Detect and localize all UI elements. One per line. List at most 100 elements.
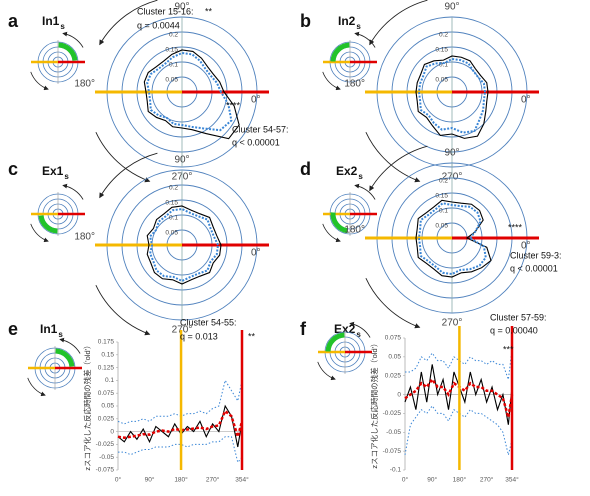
theta-label: 0° [521,241,531,252]
direction-arrow [369,145,428,192]
y-tick-label: 0.025 [98,416,115,423]
y-tick-label: 0.175 [98,339,115,346]
panel-letter: b [300,11,311,31]
direction-arrow [99,0,158,46]
annotation: **** [508,222,523,232]
theta-label: 270° [442,318,463,329]
annotation: ** [205,6,213,16]
icon-arrow [62,183,84,200]
r-tick-label: 0.1 [439,208,448,215]
r-tick-label: 0.1 [169,62,178,69]
r-tick-label: 0.05 [435,223,448,230]
theta-label: 180° [74,232,95,243]
y-tick-label: -0.1 [390,467,402,474]
annotation: q = 0.013 [180,331,218,341]
x-tick-label: 354° [235,476,249,484]
icon-arrow [322,223,341,243]
polar-line [146,51,233,132]
series-line [404,405,513,456]
annotation: Cluster 15-16: [137,6,194,16]
x-tick-label: 354° [505,476,519,484]
panel-letter: f [300,319,307,339]
series-line [117,409,244,442]
panel-label: In1 [40,322,58,336]
r-tick-label: 0.15 [165,200,178,207]
y-axis-label: zスコア化した反応時間の残差（'old'） [369,339,379,468]
icon-arrow [317,361,336,381]
icon-range-arc [330,212,349,234]
icon-arrow [322,71,341,91]
panel-label: In2 [338,14,356,28]
r-tick-label: 0.2 [169,185,178,192]
panel-letter: d [300,159,311,179]
icon-arrow [354,31,376,48]
polar-line [417,202,487,276]
panel-label-sub: s [356,22,361,31]
r-tick-label: 0.1 [169,215,178,222]
y-tick-label: -0.025 [96,441,115,448]
y-tick-label: 0.1 [105,377,114,384]
theta-label: 0° [521,95,531,106]
icon-arrow [59,337,81,354]
panel-label: Ex2 [336,164,358,178]
polar-line [149,207,220,283]
icon-arrow [30,223,49,243]
theta-label: 0° [251,95,261,106]
polar-line [143,49,240,140]
r-tick-label: 0.05 [165,230,178,237]
x-tick-label: 180° [453,476,467,484]
panel-label-sub: s [356,330,361,339]
y-tick-label: 0.075 [385,335,402,342]
polar-line [415,199,492,278]
x-tick-label: 90° [145,476,155,484]
theta-label: 90° [444,2,459,13]
annotation: Cluster 54-57: [232,124,289,134]
annotation: **** [226,100,241,110]
direction-arrow [365,277,421,329]
annotation: q < 0.00001 [510,263,558,273]
theta-label: 180° [344,225,365,236]
polar-line [417,57,487,134]
r-tick-label: 0.2 [169,32,178,39]
icon-range-arc [55,348,75,367]
direction-arrow [365,131,421,183]
annotation: Cluster 59-3: [510,250,562,260]
icon-range-arc [58,42,78,61]
polar-line [415,55,489,139]
icon-arrow [30,71,49,91]
r-tick-label: 0.2 [439,32,448,39]
icon-arrow [354,183,376,200]
icon-arrow [349,321,371,338]
y-axis-label: zスコア化した反応時間の残差（'old'） [82,341,92,470]
panel-label-sub: s [58,330,63,339]
y-tick-label: 0 [397,391,401,398]
panel-label: In1 [42,14,60,28]
x-tick-label: 90° [427,476,437,484]
icon-arrow [27,377,46,397]
y-tick-label: 0.05 [388,354,401,361]
panel-letter: c [8,159,18,179]
icon-range-arc [38,215,58,234]
annotation: Cluster 54-55: [180,317,237,327]
r-tick-label: 0.15 [435,47,448,54]
series-line [118,436,243,464]
r-tick-label: 0.15 [435,193,448,200]
direction-arrow [95,131,151,183]
theta-label: 90° [174,2,189,13]
x-tick-label: 270° [206,476,220,484]
y-tick-label: -0.025 [383,410,402,417]
r-tick-label: 0.1 [439,62,448,69]
panel-letter: e [8,319,18,339]
x-tick-label: 0° [115,476,122,484]
r-tick-label: 0.15 [165,47,178,54]
theta-label: 90° [174,155,189,166]
y-tick-label: -0.075 [96,467,115,474]
panel-label-sub: s [60,22,65,31]
theta-label: 90° [444,148,459,159]
theta-label: 0° [251,248,261,259]
panel-label: Ex1 [42,164,64,178]
y-tick-label: 0.025 [385,372,402,379]
annotation: ** [248,331,256,341]
annotation: q = 0.00040 [490,325,538,335]
